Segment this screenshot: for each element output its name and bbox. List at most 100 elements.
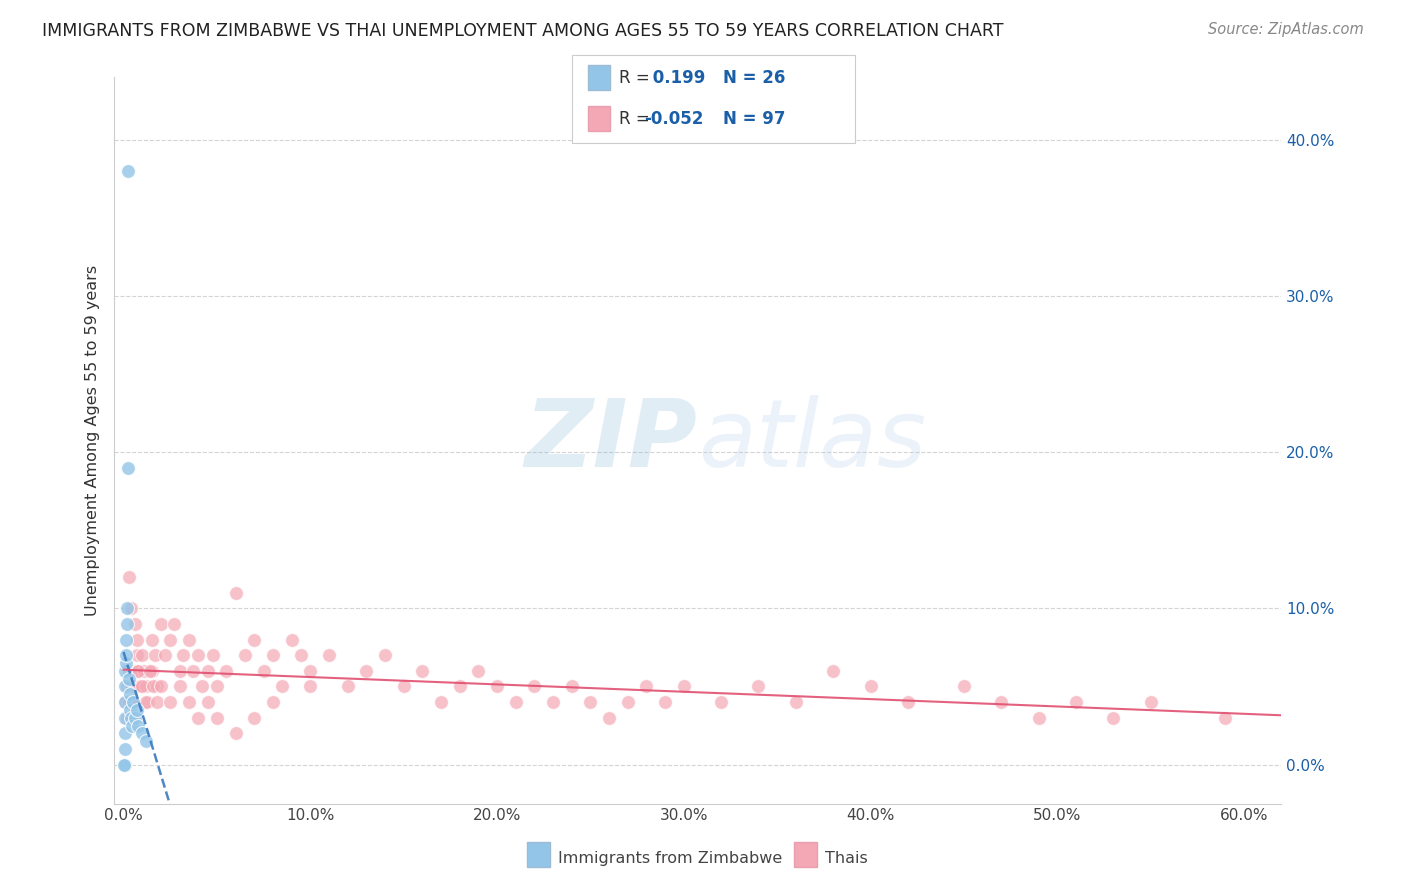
Point xyxy=(505,695,527,709)
Point xyxy=(785,695,807,709)
Point xyxy=(114,757,136,772)
Point xyxy=(191,680,214,694)
Point xyxy=(117,461,139,475)
Point xyxy=(117,680,139,694)
Point xyxy=(541,695,564,709)
Point xyxy=(146,680,169,694)
Point xyxy=(215,664,238,678)
Point xyxy=(118,695,141,709)
Point xyxy=(131,648,153,663)
Text: R =: R = xyxy=(619,110,655,128)
Point xyxy=(118,664,141,678)
Point xyxy=(747,680,769,694)
Point xyxy=(356,664,378,678)
Point xyxy=(411,664,433,678)
Point xyxy=(336,680,359,694)
Point xyxy=(197,664,219,678)
Point xyxy=(318,648,340,663)
Point xyxy=(115,648,138,663)
Point xyxy=(127,664,149,678)
Point xyxy=(142,680,165,694)
Text: Thais: Thais xyxy=(825,852,868,866)
Point xyxy=(243,632,266,647)
Point xyxy=(121,718,143,732)
Point xyxy=(114,656,136,670)
Point xyxy=(112,757,135,772)
Point xyxy=(823,664,845,678)
Text: Immigrants from Zimbabwe: Immigrants from Zimbabwe xyxy=(558,852,782,866)
Point xyxy=(1139,695,1161,709)
Point xyxy=(120,711,142,725)
Point xyxy=(430,695,453,709)
Point xyxy=(897,695,920,709)
Point xyxy=(131,680,153,694)
Point xyxy=(598,711,620,725)
Point xyxy=(205,711,228,725)
Point xyxy=(120,680,142,694)
Point xyxy=(449,680,471,694)
Point xyxy=(205,680,228,694)
Point xyxy=(132,664,155,678)
Point xyxy=(149,617,172,632)
Point xyxy=(135,680,157,694)
Point xyxy=(131,726,153,740)
Point xyxy=(153,648,176,663)
Point xyxy=(114,742,136,756)
Point xyxy=(121,695,143,709)
Point xyxy=(290,648,312,663)
Point xyxy=(169,680,191,694)
Point xyxy=(392,680,415,694)
Point xyxy=(262,648,284,663)
Point xyxy=(225,586,247,600)
Point xyxy=(118,672,141,686)
Point xyxy=(374,648,396,663)
Point xyxy=(467,664,489,678)
Point xyxy=(121,664,143,678)
Point xyxy=(114,695,136,709)
Point xyxy=(163,617,186,632)
Point xyxy=(252,664,274,678)
Point xyxy=(225,726,247,740)
Point xyxy=(117,601,139,615)
Point xyxy=(146,695,169,709)
Point xyxy=(124,680,146,694)
Text: N = 26: N = 26 xyxy=(723,69,785,87)
Point xyxy=(114,680,136,694)
Text: 0.199: 0.199 xyxy=(647,69,706,87)
Point xyxy=(149,680,172,694)
Text: IMMIGRANTS FROM ZIMBABWE VS THAI UNEMPLOYMENT AMONG AGES 55 TO 59 YEARS CORRELAT: IMMIGRANTS FROM ZIMBABWE VS THAI UNEMPLO… xyxy=(42,22,1004,40)
Point xyxy=(271,680,294,694)
Point xyxy=(177,695,200,709)
Point xyxy=(169,664,191,678)
Point xyxy=(1102,711,1125,725)
Point xyxy=(127,718,149,732)
Point xyxy=(187,711,209,725)
Point xyxy=(990,695,1012,709)
Point xyxy=(177,632,200,647)
Point xyxy=(159,695,181,709)
Point xyxy=(262,695,284,709)
Point xyxy=(233,648,256,663)
Point xyxy=(953,680,976,694)
Point xyxy=(143,648,166,663)
Point xyxy=(654,695,676,709)
Point xyxy=(125,703,148,717)
Point xyxy=(121,695,143,709)
Y-axis label: Unemployment Among Ages 55 to 59 years: Unemployment Among Ages 55 to 59 years xyxy=(86,265,100,616)
Point xyxy=(561,680,583,694)
Point xyxy=(114,695,136,709)
Point xyxy=(579,695,602,709)
Point xyxy=(124,711,146,725)
Point xyxy=(616,695,638,709)
Point xyxy=(117,164,139,178)
Point xyxy=(486,680,509,694)
Text: Source: ZipAtlas.com: Source: ZipAtlas.com xyxy=(1208,22,1364,37)
Point xyxy=(114,726,136,740)
Point xyxy=(114,664,136,678)
Point xyxy=(124,617,146,632)
Text: atlas: atlas xyxy=(697,395,927,486)
Point xyxy=(710,695,733,709)
Point xyxy=(138,664,160,678)
Point xyxy=(859,680,882,694)
Point xyxy=(181,664,204,678)
